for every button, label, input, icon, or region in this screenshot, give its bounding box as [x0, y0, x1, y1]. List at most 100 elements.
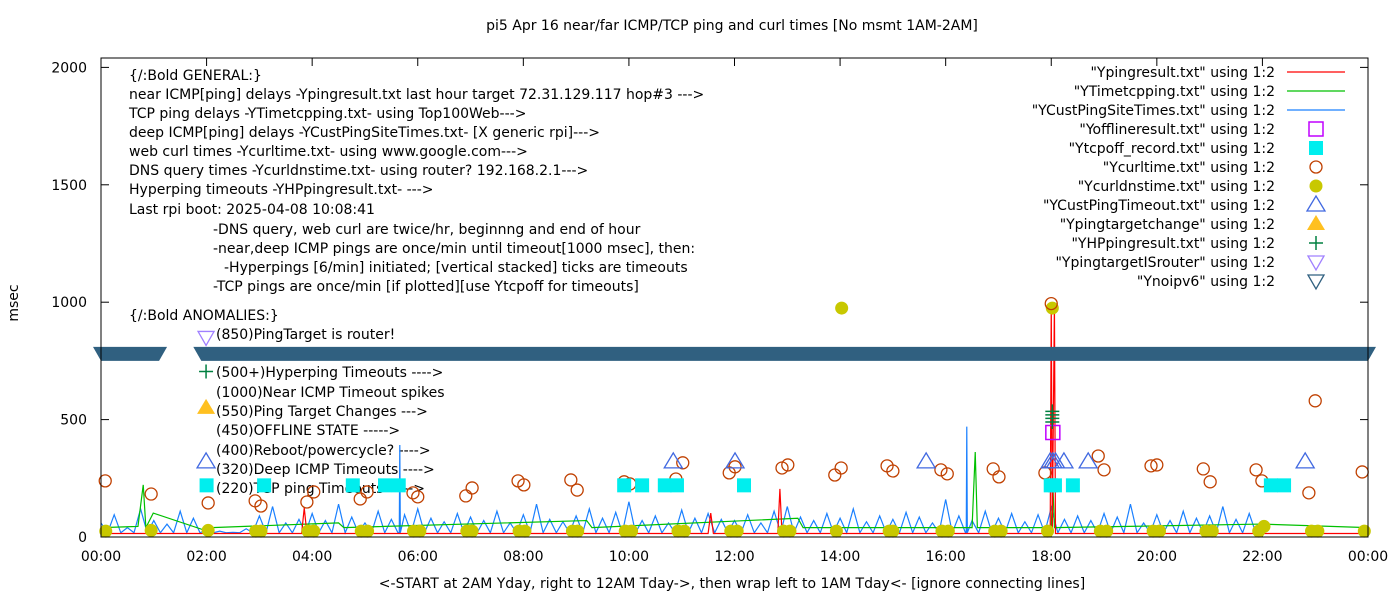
data-point: [1053, 451, 1075, 469]
series-layer: [93, 296, 1376, 538]
y-axis-label: msec: [6, 284, 22, 321]
annotation-line: (1000)Near ICMP Timeout spikes: [216, 385, 445, 401]
data-point: [99, 524, 113, 538]
series-2: [100, 426, 1257, 536]
legend-marker: [1308, 121, 1324, 137]
data-point: [411, 490, 425, 504]
data-point: [730, 524, 744, 538]
annotation-line: (500+)Hyperping Timeouts ---->: [216, 365, 443, 381]
data-point: [413, 524, 427, 538]
x-tick-label: 22:00: [1242, 549, 1282, 565]
data-point: [1205, 524, 1219, 538]
data-point: [986, 462, 1000, 476]
chart-title: pi5 Apr 16 near/far ICMP/TCP ping and cu…: [486, 18, 978, 34]
legend: "Ypingresult.txt" using 1:2 "YTimetcpping…: [1032, 65, 1345, 291]
legend-entry-label: "YCustPingTimeout.txt" using 1:2: [1043, 198, 1275, 214]
data-point: [1263, 478, 1278, 493]
data-point: [196, 330, 216, 347]
legend-entry-label: "Yofflineresult.txt" using 1:2: [1079, 122, 1275, 138]
annotation-line: TCP ping delays -YTimetcpping.txt- using…: [128, 106, 526, 122]
data-point: [98, 474, 112, 488]
data-point: [1100, 524, 1114, 538]
data-point: [1150, 458, 1164, 472]
data-point: [144, 487, 158, 501]
legend-marker: [1305, 194, 1327, 212]
data-point: [783, 524, 797, 538]
series-11: [93, 346, 1376, 361]
annotation-line: -Hyperpings [6/min] initiated; [vertical…: [224, 260, 688, 276]
data-point: [1203, 475, 1217, 489]
data-point: [360, 485, 374, 499]
data-point: [1044, 296, 1058, 311]
data-point: [915, 451, 937, 469]
data-point: [835, 301, 849, 315]
legend-marker: [1309, 141, 1323, 155]
data-point: [254, 524, 268, 538]
noipv6-marker-band: [93, 346, 168, 361]
data-point: [378, 478, 393, 493]
data-point: [1257, 519, 1271, 533]
data-point: [391, 478, 406, 493]
data-point: [1038, 466, 1052, 480]
data-point: [345, 478, 360, 493]
data-point: [940, 467, 954, 481]
plot-frame: [100, 57, 1369, 538]
data-point: [257, 478, 272, 493]
legend-entry-label: "YCustPingSiteTimes.txt" using 1:2: [1032, 103, 1275, 119]
data-point: [199, 478, 214, 493]
x-tick-label: 00:00: [1348, 549, 1388, 565]
x-tick-label: 18:00: [1031, 549, 1071, 565]
data-point: [1045, 404, 1060, 419]
legend-entry-label: "YpingtargetISrouter" using 1:2: [1055, 255, 1275, 271]
data-point: [1152, 524, 1166, 538]
legend-entry-label: "Ycurldnstime.txt" using 1:2: [1078, 179, 1275, 195]
series-line: [100, 426, 1257, 536]
series-4: [199, 478, 1292, 493]
series-5: [98, 296, 1369, 513]
data-point: [571, 524, 585, 538]
data-point: [1311, 524, 1325, 538]
x-tick-label: 08:00: [503, 549, 543, 565]
legend-entry-label: "Ynoipv6" using 1:2: [1137, 274, 1275, 290]
y-tick-label: 0: [78, 530, 87, 546]
data-point: [1277, 478, 1292, 493]
data-point: [657, 478, 672, 493]
data-point: [737, 478, 752, 493]
data-point: [617, 478, 632, 493]
axis-ticks: 0 500 1000 1500 2000 00:00 02:00 04:00 06:00 08:0…: [51, 58, 1388, 565]
annotation-line: (400)Reboot/powercycle? ---->: [216, 443, 431, 459]
data-point: [669, 478, 684, 493]
legend-entry-label: "Ycurltime.txt" using 1:2: [1103, 160, 1275, 176]
annotation-line: Hyperping timeouts -YHPpingresult.txt- -…: [129, 182, 434, 198]
data-point: [828, 468, 842, 482]
legend-marker: [1307, 215, 1325, 230]
data-point: [663, 451, 684, 469]
series-8: [197, 398, 216, 414]
data-point: [307, 485, 321, 499]
x-tick-label: 12:00: [714, 549, 754, 565]
data-point: [300, 495, 314, 509]
data-point: [1355, 465, 1369, 479]
y-tick-label: 2000: [51, 60, 87, 76]
data-point: [307, 524, 321, 538]
data-point: [406, 486, 420, 500]
data-point: [1196, 462, 1210, 476]
data-point: [1078, 451, 1099, 469]
data-point: [992, 470, 1006, 484]
data-point: [195, 451, 217, 469]
legend-entry-label: "Ytcpoff_record.txt" using 1:2: [1069, 141, 1275, 157]
data-point: [361, 524, 375, 538]
annotation-line: web curl times -Ycurltime.txt- using www…: [129, 144, 528, 160]
legend-entry-label: "YHPpingresult.txt" using 1:2: [1071, 236, 1275, 252]
data-point: [728, 460, 742, 474]
x-tick-label: 14:00: [820, 549, 860, 565]
x-tick-label: 16:00: [925, 549, 965, 565]
annotation-line: -DNS query, web curl are twice/hr, begin…: [213, 222, 641, 238]
data-point: [518, 524, 532, 538]
x-tick-label: 02:00: [186, 549, 226, 565]
data-point: [201, 523, 215, 537]
data-point: [1041, 524, 1055, 538]
data-point: [465, 481, 479, 495]
data-point: [465, 524, 479, 538]
annotation-line: (450)OFFLINE STATE ----->: [216, 423, 400, 439]
